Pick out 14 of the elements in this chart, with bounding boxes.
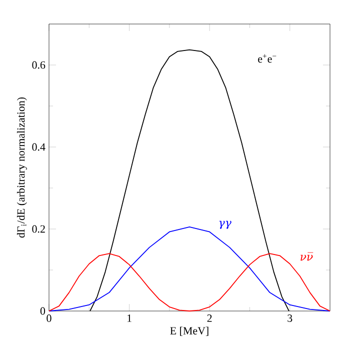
y-tick-label: 0.6 xyxy=(32,61,46,69)
y-axis-title: dΓ$_{i}$/dE (arbitrary normalization) xyxy=(16,97,27,238)
y-tick-label: 0.2 xyxy=(32,225,45,233)
x-tick-label: 3 xyxy=(288,314,292,322)
x-tick-label: 2 xyxy=(207,314,212,322)
series-label: γγ xyxy=(219,220,232,229)
text: e$^{+}$e$^{−}$ xyxy=(258,54,276,63)
y-tick-label: 0.4 xyxy=(32,143,46,151)
x-axis-title: E [MeV] xyxy=(170,326,208,336)
line-series xyxy=(48,253,330,312)
y-tick-label: 0 xyxy=(40,307,46,315)
x-tick-label: 1 xyxy=(128,314,132,322)
series-label: νν̅ xyxy=(300,252,314,261)
x-tick-label: 0 xyxy=(46,314,52,322)
